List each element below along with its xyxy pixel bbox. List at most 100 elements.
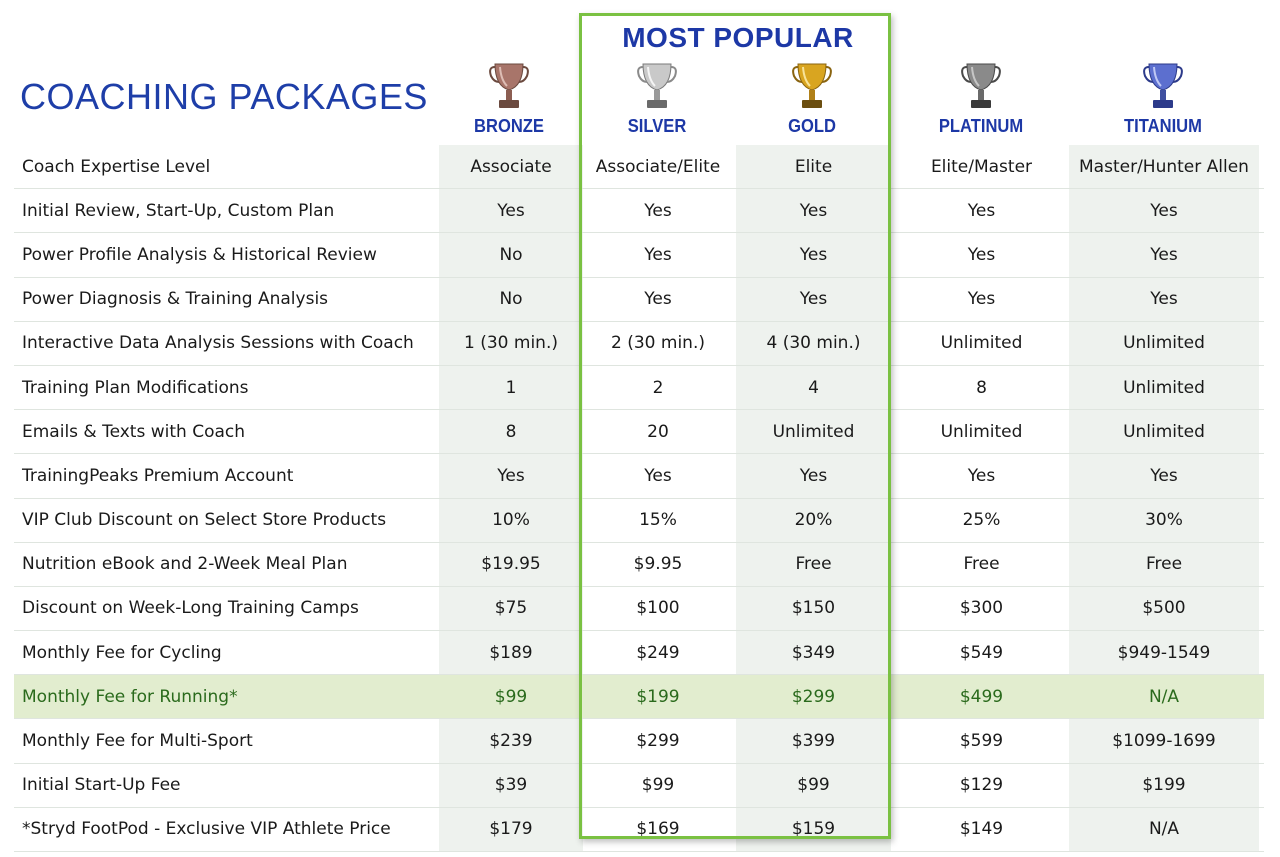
table-cell-titanium: $1099-1699 <box>1069 719 1259 763</box>
row-label: Interactive Data Analysis Sessions with … <box>22 333 414 354</box>
table-cell-gold: $150 <box>736 586 891 631</box>
table-cell-silver: Yes <box>644 244 672 265</box>
table-cell-titanium: N/A <box>1148 686 1180 707</box>
row-label: Nutrition eBook and 2-Week Meal Plan <box>22 554 348 575</box>
titanium-trophy-icon <box>1143 63 1183 108</box>
table-cell-bronze: $179 <box>439 807 583 851</box>
tier-header-titanium: TITANIUM <box>1088 60 1238 137</box>
table-cell-platinum: $129 <box>959 775 1004 796</box>
table-cell-bronze: No <box>439 233 583 277</box>
tier-name-titanium: TITANIUM <box>1124 116 1202 136</box>
table-cell-silver: 20 <box>647 421 669 442</box>
table-cell-bronze: $99 <box>494 686 528 707</box>
table-cell-gold: $159 <box>736 807 891 851</box>
table-cell-titanium: Yes <box>1069 189 1259 233</box>
silver-trophy-icon <box>637 63 677 108</box>
table-cell-bronze: $39 <box>439 763 583 807</box>
row-label: Initial Start-Up Fee <box>22 775 181 796</box>
table-cell-silver: $249 <box>636 642 680 663</box>
table-cell-platinum: 8 <box>976 377 987 398</box>
row-label: Monthly Fee for Multi-Sport <box>22 731 253 752</box>
page-title: COACHING PACKAGES <box>20 76 428 117</box>
tier-name-bronze: BRONZE <box>474 116 544 136</box>
table-cell-gold: Yes <box>736 454 891 498</box>
table-cell-titanium: Unlimited <box>1069 410 1259 454</box>
tier-header-platinum: PLATINUM <box>906 60 1056 137</box>
table-cell-titanium: $199 <box>1069 763 1259 807</box>
table-cell-bronze: $189 <box>439 631 583 675</box>
packages-table: Coach Expertise Level Associate Associate/… <box>14 145 1264 852</box>
table-cell-silver: 15% <box>639 510 677 531</box>
row-label: Monthly Fee for Cycling <box>22 642 222 663</box>
table-cell-titanium: Yes <box>1069 277 1259 321</box>
table-row: Emails & Texts with Coach 8 20 Unlimited Unl… <box>14 410 1264 455</box>
table-row: Monthly Fee for Cycling $189 $249 $349 $549 $… <box>14 631 1264 676</box>
table-cell-silver: $99 <box>641 775 675 796</box>
table-cell-silver: $299 <box>636 731 680 752</box>
row-label: Emails & Texts with Coach <box>22 421 246 442</box>
table-cell-gold: Yes <box>736 189 891 233</box>
table-cell-bronze: 1 (30 min.) <box>439 321 583 365</box>
row-label: Power Diagnosis & Training Analysis <box>22 289 329 310</box>
table-cell-titanium: Master/Hunter Allen <box>1069 145 1259 189</box>
table-row: Monthly Fee for Multi-Sport $239 $299 $399 $… <box>14 719 1264 764</box>
table-row: Training Plan Modifications 1 2 4 8 Unlimited <box>14 365 1264 411</box>
table-row: Initial Review, Start-Up, Custom Plan Yes… <box>14 189 1264 234</box>
most-popular-label: MOST POPULAR <box>622 22 854 53</box>
table-cell-titanium: $500 <box>1069 586 1259 631</box>
table-cell-titanium: Yes <box>1069 233 1259 277</box>
row-label: Discount on Week-Long Training Camps <box>22 598 359 619</box>
row-label: Monthly Fee for Running* <box>22 686 238 707</box>
table-cell-silver: 2 (30 min.) <box>611 333 705 354</box>
table-cell-gold: $399 <box>736 719 891 763</box>
row-label: Coach Expertise Level <box>22 156 211 177</box>
table-cell-platinum: Yes <box>967 200 996 221</box>
table-row: Interactive Data Analysis Sessions with … <box>14 321 1264 366</box>
table-cell-platinum: Unlimited <box>940 421 1023 442</box>
table-cell-bronze: 1 <box>439 365 583 410</box>
table-cell-silver: $9.95 <box>633 554 683 575</box>
table-cell-platinum: $499 <box>959 686 1004 707</box>
table-row: Power Diagnosis & Training Analysis No Yes… <box>14 277 1264 322</box>
row-label: VIP Club Discount on Select Store Produc… <box>22 510 387 531</box>
row-label: Power Profile Analysis & Historical Revi… <box>22 244 377 265</box>
table-cell-gold: Yes <box>736 277 891 321</box>
table-cell-platinum: Free <box>963 554 1000 575</box>
table-cell-platinum: 25% <box>962 510 1001 531</box>
table-row: Coach Expertise Level Associate Associate/… <box>14 145 1264 190</box>
table-cell-platinum: $149 <box>959 819 1004 840</box>
table-cell-gold: 4 <box>736 365 891 410</box>
table-cell-bronze: $75 <box>439 586 583 631</box>
table-cell-titanium: 30% <box>1069 498 1259 542</box>
tier-name-gold: GOLD <box>788 116 836 136</box>
row-label: *Stryd FootPod - Exclusive VIP Athlete P… <box>22 819 391 840</box>
table-cell-titanium: Unlimited <box>1069 321 1259 365</box>
table-cell-bronze: 8 <box>439 410 583 454</box>
row-label: Training Plan Modifications <box>22 377 249 398</box>
table-cell-silver: Yes <box>644 465 672 486</box>
row-label: Initial Review, Start-Up, Custom Plan <box>22 200 335 221</box>
table-cell-gold: 20% <box>736 498 891 542</box>
table-row: Monthly Fee for Running* $99 $199 $299 $499 N… <box>14 675 1264 720</box>
table-cell-titanium: Yes <box>1069 454 1259 498</box>
table-cell-platinum: $300 <box>959 598 1004 619</box>
table-row: Power Profile Analysis & Historical Revi… <box>14 233 1264 278</box>
tier-name-platinum: PLATINUM <box>938 116 1024 136</box>
table-cell-titanium: $949-1549 <box>1069 631 1259 675</box>
table-cell-platinum: $549 <box>959 642 1004 663</box>
table-cell-platinum: Yes <box>967 289 996 310</box>
table-cell-silver: 2 <box>652 377 664 398</box>
table-cell-gold: Unlimited <box>736 410 891 454</box>
table-cell-platinum: Yes <box>967 244 996 265</box>
table-cell-titanium: Unlimited <box>1069 365 1259 410</box>
table-row: Initial Start-Up Fee $39 $99 $99 $129 $199 <box>14 763 1264 808</box>
table-cell-silver: $199 <box>636 686 680 707</box>
table-cell-gold: 4 (30 min.) <box>736 321 891 365</box>
table-row: Discount on Week-Long Training Camps $75 $… <box>14 586 1264 632</box>
table-cell-platinum: $599 <box>959 731 1004 752</box>
table-cell-bronze: $19.95 <box>439 542 583 586</box>
table-cell-platinum: Unlimited <box>940 333 1023 354</box>
table-cell-bronze: 10% <box>439 498 583 542</box>
table-row: VIP Club Discount on Select Store Produc… <box>14 498 1264 543</box>
platinum-trophy-icon <box>961 63 1001 108</box>
